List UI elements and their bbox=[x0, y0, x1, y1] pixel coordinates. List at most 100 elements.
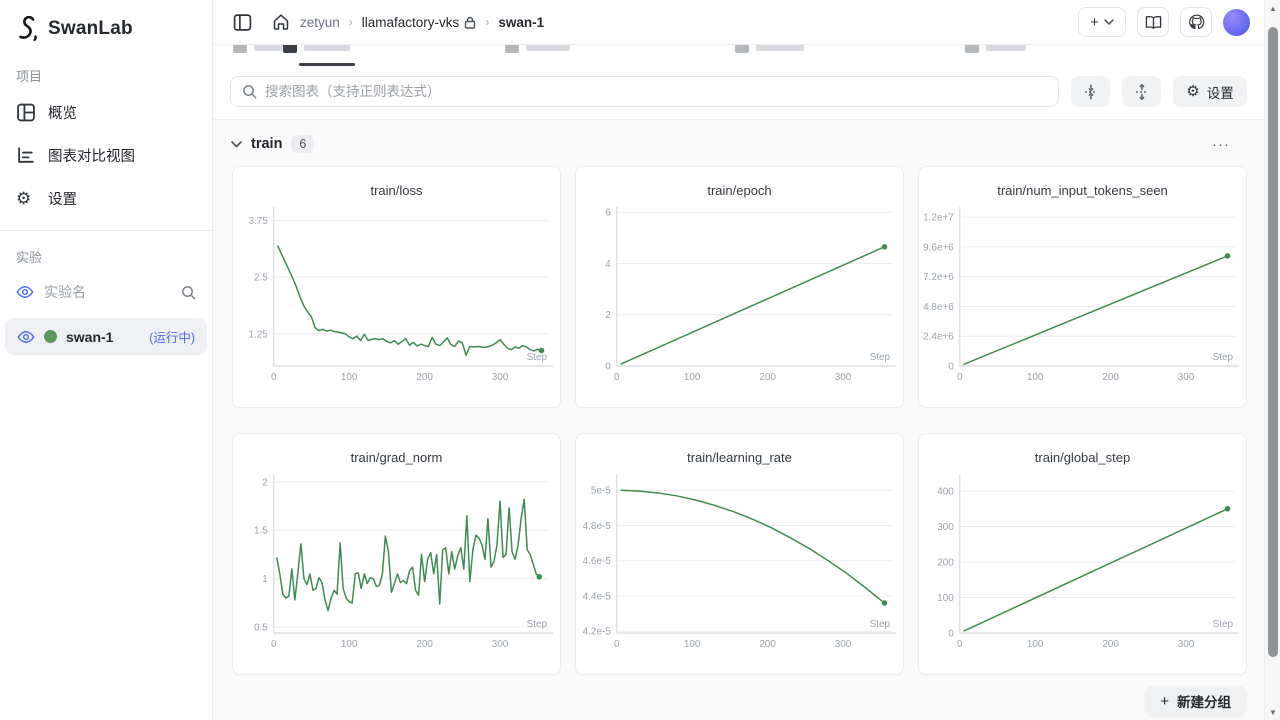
chart-card[interactable]: train/num_input_tokens_seen 02.4e+64.8e+… bbox=[918, 166, 1247, 408]
group-more-icon[interactable]: ··· bbox=[1212, 136, 1244, 153]
svg-text:300: 300 bbox=[1178, 639, 1195, 650]
svg-text:0: 0 bbox=[605, 361, 611, 372]
svg-text:0: 0 bbox=[614, 372, 620, 383]
vertical-scrollbar[interactable]: ▲ ▼ bbox=[1264, 0, 1280, 720]
tabs-row-clipped bbox=[213, 45, 1264, 66]
svg-text:300: 300 bbox=[835, 372, 852, 383]
chart-groups: train 6 ··· train/loss 1.252.53.75010020… bbox=[213, 120, 1264, 720]
chart-search[interactable] bbox=[230, 76, 1059, 107]
brand-name: SwanLab bbox=[48, 18, 133, 40]
svg-text:300: 300 bbox=[937, 522, 954, 533]
breadcrumb-org[interactable]: zetyun bbox=[300, 15, 340, 30]
svg-text:200: 200 bbox=[1102, 372, 1119, 383]
chart-card[interactable]: train/grad_norm 0.511.520100200300Step bbox=[232, 433, 561, 675]
svg-text:100: 100 bbox=[341, 639, 358, 650]
clipped-tab-active[interactable] bbox=[283, 45, 350, 53]
sidebar-item-label: 设置 bbox=[48, 188, 77, 209]
line-chart-train-global-step[interactable]: 01002003004000100200300Step bbox=[920, 468, 1245, 670]
scroll-down-arrow[interactable]: ▼ bbox=[1265, 704, 1280, 720]
clipped-tab[interactable] bbox=[735, 45, 804, 53]
chart-card[interactable]: train/learning_rate 4.2e-54.4e-54.6e-54.… bbox=[575, 433, 904, 675]
clipped-tab[interactable] bbox=[233, 45, 284, 53]
svg-text:300: 300 bbox=[492, 639, 509, 650]
gear-icon: ⚙ bbox=[1186, 84, 1199, 99]
chart-title: train/loss bbox=[234, 183, 559, 198]
sidebar-item-overview[interactable]: 概览 bbox=[0, 91, 212, 134]
breadcrumb-experiment[interactable]: swan-1 bbox=[498, 15, 544, 30]
svg-text:Step: Step bbox=[870, 619, 891, 630]
chart-title: train/epoch bbox=[577, 183, 902, 198]
chart-title: train/num_input_tokens_seen bbox=[920, 183, 1245, 198]
chevron-down-icon bbox=[231, 141, 242, 148]
collapse-vertical-icon bbox=[1084, 84, 1098, 100]
avatar[interactable] bbox=[1223, 9, 1250, 36]
chart-settings-button[interactable]: ⚙ 设置 bbox=[1173, 76, 1247, 107]
sidebar-toggle-icon[interactable] bbox=[233, 13, 252, 32]
new-group-button[interactable]: + 新建分组 bbox=[1145, 686, 1246, 716]
svg-text:4.8e-5: 4.8e-5 bbox=[583, 521, 612, 532]
chart-card[interactable]: train/global_step 0100200300400010020030… bbox=[918, 433, 1247, 675]
line-chart-train-loss[interactable]: 1.252.53.750100200300Step bbox=[234, 201, 559, 403]
clipped-tab[interactable] bbox=[965, 45, 1026, 53]
experiment-filter-placeholder: 实验名 bbox=[44, 282, 171, 302]
status-badge: (运行中) bbox=[149, 327, 195, 346]
line-chart-train-grad-norm[interactable]: 0.511.520100200300Step bbox=[234, 468, 559, 670]
experiment-color-dot bbox=[44, 330, 57, 343]
sidebar-item-settings[interactable]: ⚙ 设置 bbox=[0, 177, 212, 220]
group-header-train[interactable]: train 6 ··· bbox=[213, 120, 1264, 164]
svg-text:4.2e-5: 4.2e-5 bbox=[583, 626, 612, 637]
line-chart-train-epoch[interactable]: 02460100200300Step bbox=[577, 201, 902, 403]
book-icon bbox=[1145, 15, 1162, 30]
sidebar-item-label: 图表对比视图 bbox=[48, 145, 135, 166]
search-icon[interactable] bbox=[181, 285, 196, 300]
experiment-filter[interactable]: 实验名 bbox=[0, 272, 212, 312]
overview-grid-icon bbox=[16, 103, 36, 122]
chart-title: train/grad_norm bbox=[234, 450, 559, 465]
active-tab-underline bbox=[299, 63, 355, 66]
clipped-tab[interactable] bbox=[505, 45, 570, 53]
svg-text:7.2e+6: 7.2e+6 bbox=[923, 272, 954, 283]
search-icon bbox=[242, 84, 257, 99]
sidebar: SwanLab 项目 概览 图表对比视图 ⚙ 设置 实验 实验名 swan-1 … bbox=[0, 0, 213, 720]
svg-text:100: 100 bbox=[684, 639, 701, 650]
home-icon[interactable] bbox=[272, 13, 290, 31]
sidebar-item-label: 概览 bbox=[48, 102, 77, 123]
svg-text:2: 2 bbox=[605, 310, 611, 321]
github-button[interactable] bbox=[1180, 7, 1212, 37]
chart-compare-icon bbox=[16, 146, 36, 165]
eye-icon[interactable] bbox=[17, 330, 35, 344]
eye-icon[interactable] bbox=[16, 285, 34, 299]
chart-card[interactable]: train/epoch 02460100200300Step bbox=[575, 166, 904, 408]
chart-title: train/global_step bbox=[920, 450, 1245, 465]
svg-text:1: 1 bbox=[262, 574, 268, 585]
chevron-down-icon bbox=[1104, 19, 1114, 25]
svg-text:Step: Step bbox=[527, 619, 548, 630]
svg-text:Step: Step bbox=[1213, 619, 1234, 630]
experiment-section-label: 实验 bbox=[0, 237, 212, 272]
chart-search-input[interactable] bbox=[265, 84, 1047, 99]
chevron-right-icon: › bbox=[485, 15, 489, 29]
topbar-actions: + bbox=[1078, 7, 1250, 37]
svg-text:300: 300 bbox=[492, 372, 509, 383]
breadcrumb-project[interactable]: llamafactory-vks bbox=[362, 15, 477, 30]
add-button[interactable]: + bbox=[1078, 7, 1126, 37]
chart-card[interactable]: train/loss 1.252.53.750100200300Step bbox=[232, 166, 561, 408]
plus-icon: + bbox=[1090, 14, 1099, 31]
sidebar-item-chart-compare[interactable]: 图表对比视图 bbox=[0, 134, 212, 177]
scrollbar-thumb[interactable] bbox=[1268, 27, 1278, 657]
line-chart-train-learning-rate[interactable]: 4.2e-54.4e-54.6e-54.8e-55e-50100200300St… bbox=[577, 468, 902, 670]
svg-text:0: 0 bbox=[957, 372, 963, 383]
expand-vertical-icon bbox=[1135, 84, 1149, 100]
line-chart-train-num-input-tokens-seen[interactable]: 02.4e+64.8e+67.2e+69.6e+61.2e+7010020030… bbox=[920, 201, 1245, 403]
svg-text:3.75: 3.75 bbox=[248, 216, 268, 227]
svg-text:0: 0 bbox=[271, 372, 277, 383]
svg-text:4.8e+6: 4.8e+6 bbox=[923, 302, 954, 313]
scroll-up-arrow[interactable]: ▲ bbox=[1265, 0, 1280, 16]
expand-all-button[interactable] bbox=[1122, 76, 1161, 107]
chart-settings-label: 设置 bbox=[1207, 82, 1234, 102]
docs-button[interactable] bbox=[1137, 7, 1169, 37]
collapse-all-button[interactable] bbox=[1071, 76, 1110, 107]
svg-text:4.4e-5: 4.4e-5 bbox=[583, 591, 612, 602]
svg-text:0.5: 0.5 bbox=[254, 622, 268, 633]
experiment-row-swan-1[interactable]: swan-1 (运行中) bbox=[5, 318, 207, 355]
